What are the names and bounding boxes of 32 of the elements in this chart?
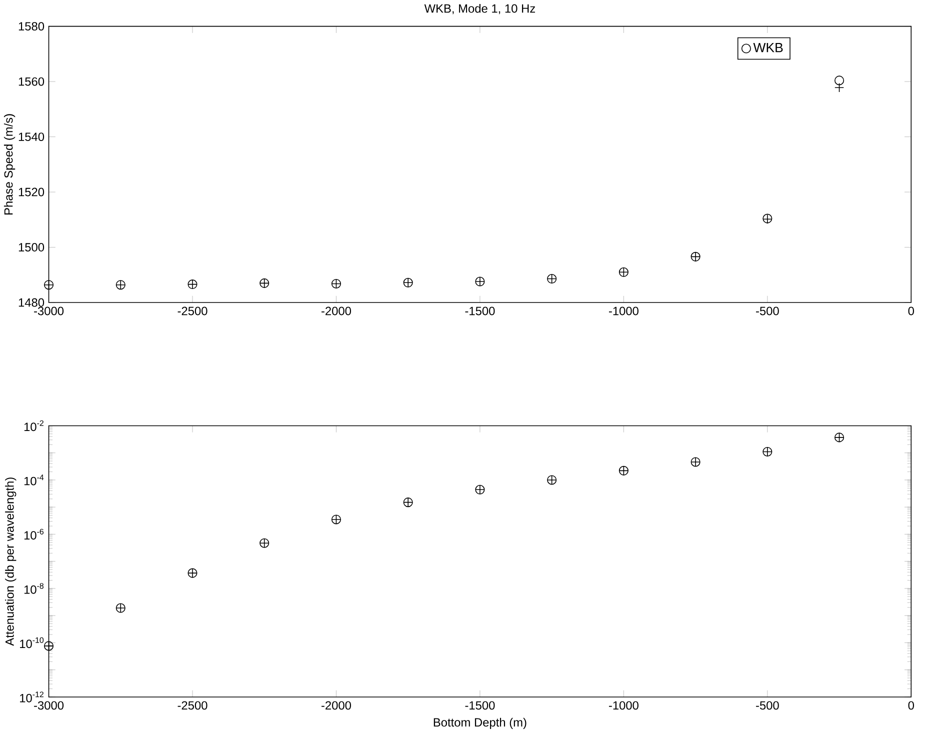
y-axis-title: Attenuation (db per wavelength) [5, 478, 16, 646]
x-tick-label: -3000 [34, 306, 64, 316]
y-tick-label: 1540 [18, 132, 44, 142]
legend-label: WKB [753, 43, 783, 52]
x-tick-label: -3000 [34, 701, 64, 710]
x-tick-label: -500 [756, 701, 779, 710]
x-tick-label: -500 [756, 306, 779, 316]
x-tick-label: -1500 [465, 701, 495, 710]
x-tick-label: -2500 [178, 701, 208, 710]
y-tick-label: 10$^{-10}$ [20, 638, 44, 648]
x-tick-label: 0 [908, 701, 914, 710]
point [834, 76, 844, 86]
y-tick-label: 1580 [18, 22, 44, 31]
x-tick-label: -2500 [178, 306, 208, 316]
y-tick-label: 1520 [18, 188, 44, 196]
y-tick-label: 10$^{-2}$ [24, 420, 44, 432]
y-tick-label: 1480 [18, 298, 44, 307]
x-axis-title: Bottom Depth (m) [434, 718, 526, 730]
y-tick-label: 1500 [18, 243, 44, 252]
y-tick-label: 10$^{-8}$ [24, 583, 44, 594]
x-tick-label: -1000 [608, 701, 638, 710]
x-tick-label: -2000 [322, 306, 352, 316]
y-tick-label: 10$^{-6}$ [24, 529, 44, 540]
x-tick-label: -1500 [465, 306, 495, 316]
x-tick-label: -2000 [322, 701, 352, 710]
chart-title: WKB, Mode 1, 10 Hz [424, 4, 536, 14]
y-tick-label: 10$^{-4}$ [24, 474, 44, 486]
x-tick-label: -1000 [608, 306, 638, 316]
y-axis-title: Phase Speed (m/s) [4, 114, 16, 215]
y-tick-label: 1560 [18, 78, 44, 86]
point [834, 83, 844, 93]
x-tick-label: 0 [908, 306, 914, 316]
